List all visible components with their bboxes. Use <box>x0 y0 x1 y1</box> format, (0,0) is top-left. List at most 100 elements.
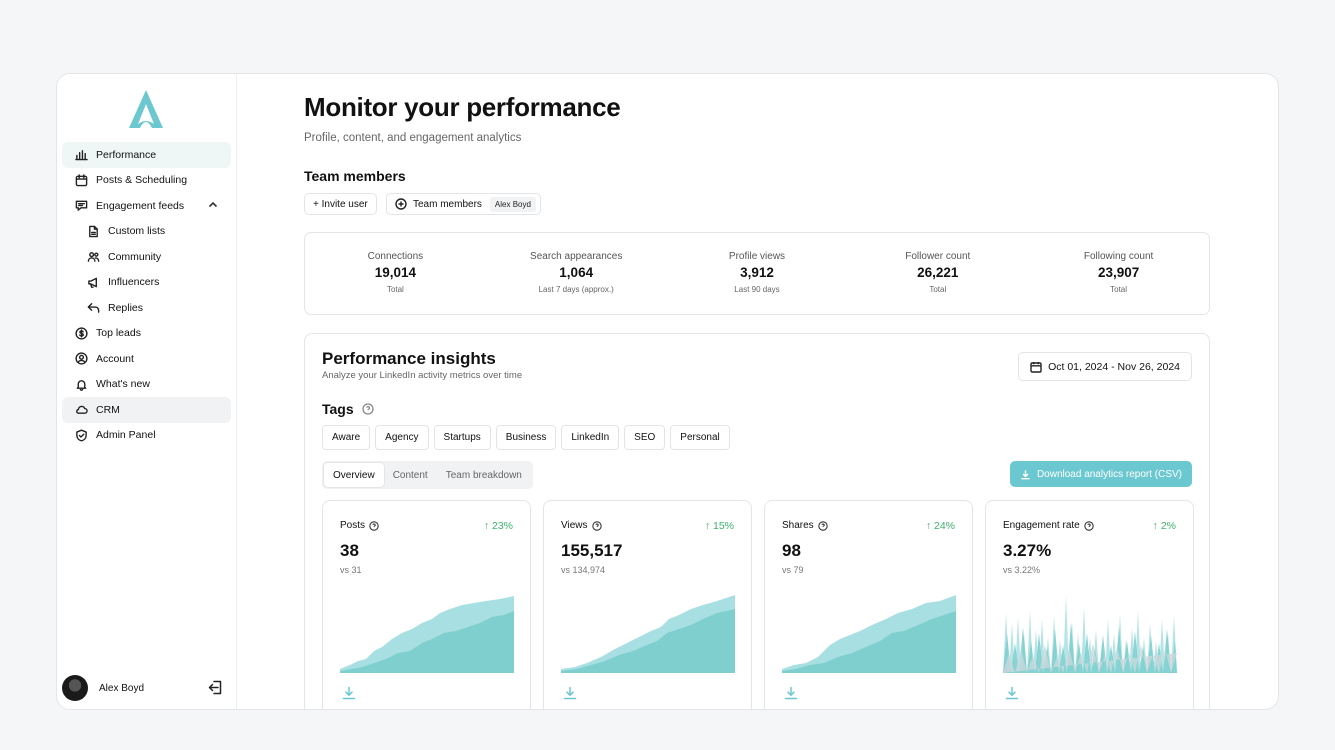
download-icon[interactable] <box>563 686 577 700</box>
sidebar-item-top-leads[interactable]: Top leads <box>62 321 231 347</box>
sidebar-item-label: Engagement feeds <box>96 199 185 212</box>
tag-personal[interactable]: Personal <box>670 425 730 450</box>
sidebar-item-label: Influencers <box>108 276 160 289</box>
sidebar-item-label: Community <box>108 250 162 263</box>
sidebar-item-community[interactable]: Community <box>62 244 231 270</box>
stat-value: 26,221 <box>917 265 959 280</box>
page-subtitle: Profile, content, and engagement analyti… <box>304 132 522 144</box>
stat-label: Connections <box>367 251 424 262</box>
download-icon <box>1021 469 1030 479</box>
help-circle-icon[interactable] <box>817 520 828 531</box>
download-icon[interactable] <box>342 686 356 700</box>
metric-comparison: vs 31 <box>340 565 362 575</box>
team-members-title: Team members <box>304 168 406 184</box>
sidebar-item-label: Top leads <box>96 327 141 340</box>
plus-circle-icon <box>395 198 407 210</box>
tag-business[interactable]: Business <box>495 425 557 450</box>
stat-search-appearances: Search appearances 1,064 Last 7 days (ap… <box>486 233 667 314</box>
stat-profile-views: Profile views 3,912 Last 90 days <box>667 233 848 314</box>
stat-label: Following count <box>1083 251 1154 262</box>
metric-card-shares: Shares ↑ 24% 98 vs 79 <box>764 500 973 709</box>
invite-user-button[interactable]: + Invite user <box>304 193 377 215</box>
sidebar-item-whats-new[interactable]: What's new <box>62 372 231 398</box>
chevron-up-icon[interactable] <box>207 199 219 211</box>
tag-startups[interactable]: Startups <box>433 425 491 450</box>
stat-sub: Last 90 days <box>734 285 780 294</box>
tags-title: Tags <box>322 401 354 417</box>
sidebar-item-account[interactable]: Account <box>62 346 231 372</box>
sidebar-item-engagement-feeds[interactable]: Engagement feeds <box>62 193 231 219</box>
stat-connections: Connections 19,014 Total <box>305 233 486 314</box>
performance-insights: Performance insights Analyze your Linked… <box>304 333 1210 709</box>
message-icon <box>74 199 88 213</box>
calendar-icon <box>74 173 88 187</box>
calendar-icon <box>1030 361 1042 373</box>
download-icon[interactable] <box>784 686 798 700</box>
metric-card-posts: Posts ↑ 23% 38 vs 31 <box>322 500 531 709</box>
help-circle-icon[interactable] <box>369 520 379 531</box>
insights-subtitle: Analyze your LinkedIn activity metrics o… <box>322 370 523 381</box>
metric-comparison: vs 79 <box>782 565 804 575</box>
sidebar-item-posts-scheduling[interactable]: Posts & Scheduling <box>62 168 231 194</box>
download-csv-label: Download analytics report (CSV) <box>1036 468 1182 480</box>
metric-label: Posts <box>340 520 379 531</box>
stat-following-count: Following count 23,907 Total <box>1028 233 1209 314</box>
stat-sub: Total <box>386 285 404 294</box>
metric-comparison: vs 134,974 <box>561 565 606 575</box>
sidebar-item-admin-panel[interactable]: Admin Panel <box>62 423 231 449</box>
document-icon <box>86 224 100 238</box>
shield-icon <box>74 428 88 442</box>
download-csv-button[interactable]: Download analytics report (CSV) <box>1009 461 1192 487</box>
reply-icon <box>86 301 100 315</box>
megaphone-icon <box>86 275 100 289</box>
tag-filters: Aware Agency Startups Business LinkedIn … <box>322 425 730 450</box>
sidebar-item-replies[interactable]: Replies <box>62 295 231 321</box>
user-profile[interactable]: Alex Boyd <box>62 674 231 702</box>
help-circle-icon[interactable] <box>591 520 602 531</box>
metric-label-text: Views <box>561 520 588 531</box>
stat-sub: Total <box>929 285 947 294</box>
insights-title: Performance insights <box>322 349 496 368</box>
metric-value: 3.27% <box>1003 541 1052 560</box>
stat-value: 19,014 <box>374 265 417 280</box>
date-range-label: Oct 01, 2024 - Nov 26, 2024 <box>1048 360 1180 373</box>
user-circle-icon <box>74 352 88 366</box>
download-icon[interactable] <box>1005 686 1019 700</box>
app-logo[interactable] <box>127 88 165 130</box>
sidebar-nav: Performance Posts & Scheduling Engagemen… <box>62 142 231 448</box>
tag-seo[interactable]: SEO <box>624 425 666 450</box>
help-circle-icon[interactable] <box>361 403 374 415</box>
dollar-icon <box>74 326 88 340</box>
user-name: Alex Boyd <box>99 682 145 694</box>
sidebar-item-crm[interactable]: CRM <box>62 397 231 423</box>
metric-cards: Posts ↑ 23% 38 vs 31 Views <box>322 500 1194 709</box>
sidebar-item-influencers[interactable]: Influencers <box>62 270 231 296</box>
avatar[interactable] <box>62 675 88 701</box>
member-pill[interactable]: Alex Boyd <box>489 196 536 212</box>
tab-overview[interactable]: Overview <box>324 463 384 487</box>
tag-agency[interactable]: Agency <box>375 425 429 450</box>
tab-team-breakdown[interactable]: Team breakdown <box>445 469 522 481</box>
sidebar-item-custom-lists[interactable]: Custom lists <box>62 219 231 245</box>
date-range-picker[interactable]: Oct 01, 2024 - Nov 26, 2024 <box>1018 352 1192 381</box>
logout-icon[interactable] <box>207 679 225 697</box>
cloud-icon <box>74 403 88 417</box>
tags-heading: Tags <box>322 401 374 417</box>
sidebar-item-performance[interactable]: Performance <box>62 142 231 168</box>
metric-card-engagement-rate: Engagement rate ↑ 2% 3.27% vs 3.22% <box>985 500 1194 709</box>
area-chart <box>340 596 514 673</box>
metric-label-text: Shares <box>782 520 814 531</box>
metric-value: 155,517 <box>561 541 623 560</box>
sidebar-item-label: Posts & Scheduling <box>96 174 188 187</box>
metric-label: Engagement rate <box>1003 520 1094 531</box>
tag-aware[interactable]: Aware <box>322 425 371 450</box>
help-circle-icon[interactable] <box>1084 520 1094 531</box>
sidebar-item-label: Account <box>96 352 134 365</box>
tag-linkedin[interactable]: LinkedIn <box>561 425 620 450</box>
tab-content[interactable]: Content <box>392 469 428 481</box>
app-window: Performance Posts & Scheduling Engagemen… <box>56 73 1279 710</box>
page-title: Monitor your performance <box>304 92 621 122</box>
sidebar-item-label: Custom lists <box>108 225 166 238</box>
metric-label-text: Posts <box>340 520 366 531</box>
team-members-button[interactable]: Team members Alex Boyd <box>386 193 541 215</box>
